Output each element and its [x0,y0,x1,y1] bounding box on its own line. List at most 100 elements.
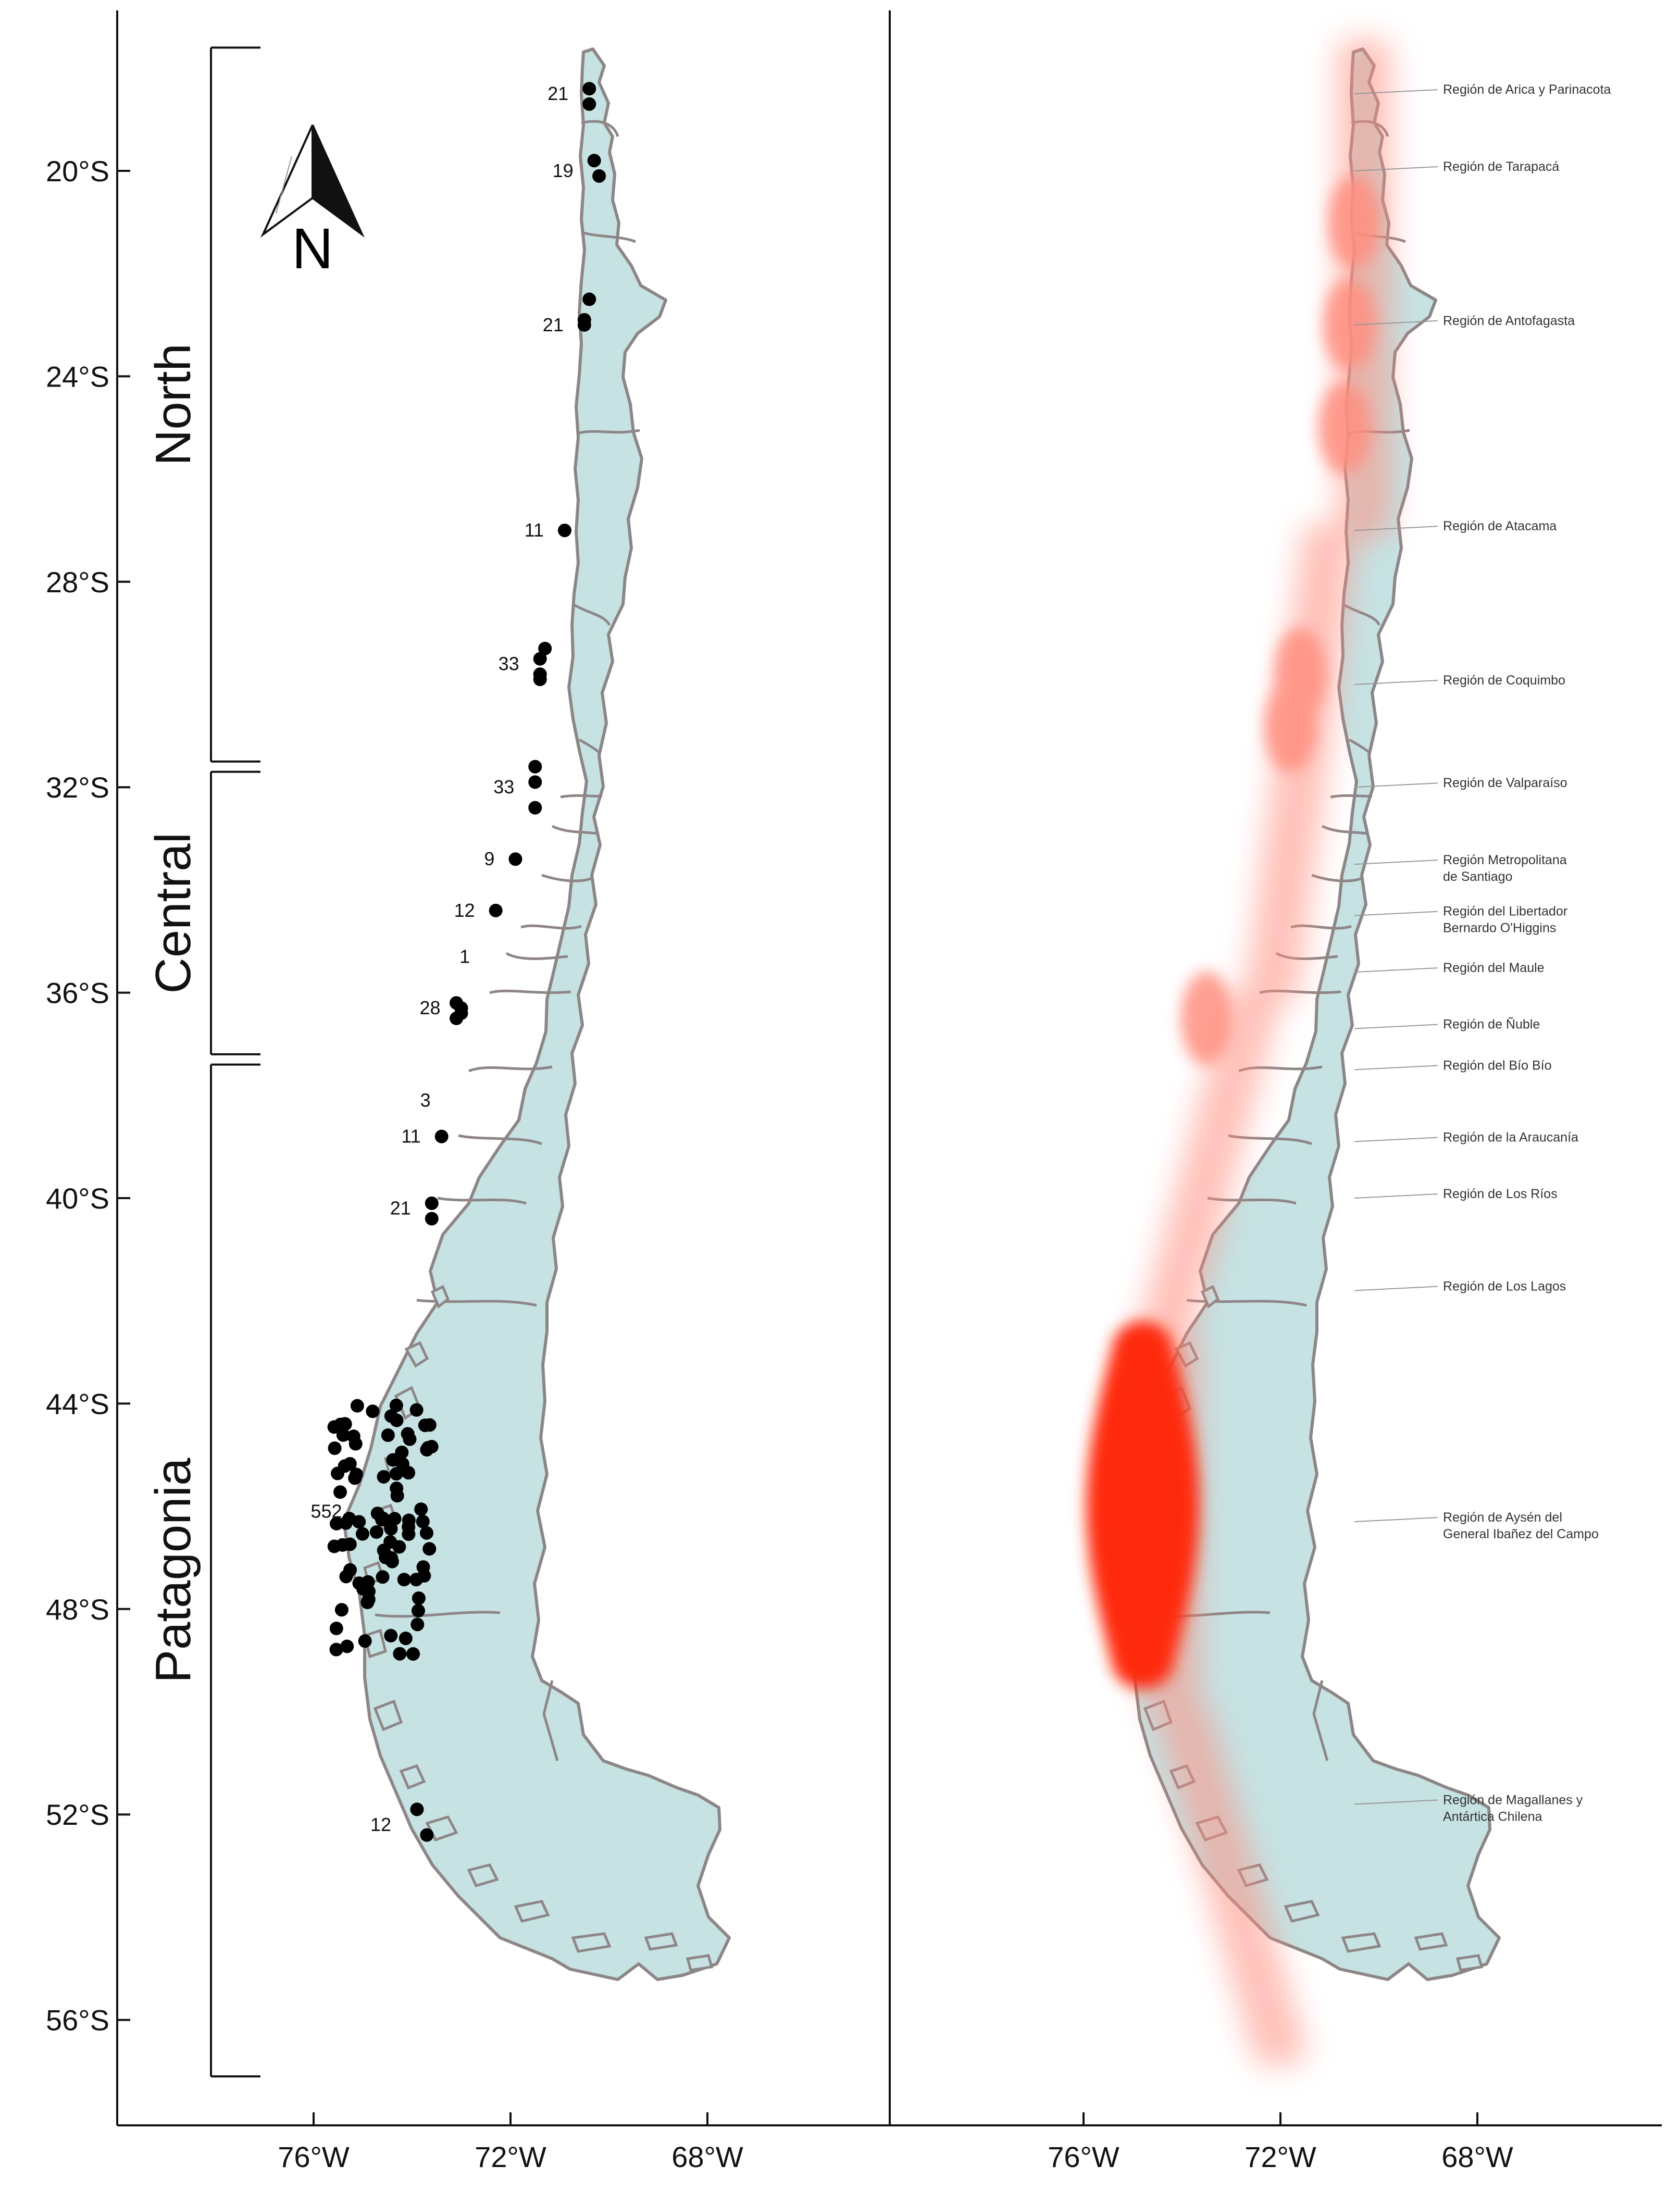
site-dot [409,1573,423,1587]
site-dot [411,1603,425,1617]
sample-site: 1 [459,946,470,967]
site-dot [414,1502,428,1516]
site-dot [343,1456,357,1471]
site-dot [425,1196,439,1210]
lon-tick-label: 72°W [1245,2140,1316,2173]
site-count-label: 33 [499,653,519,675]
site-dot [377,1470,391,1484]
longitude-axis: 76°W 72°W 68°W 76°W 72°W 68°W [278,2112,1513,2173]
lat-tick-label: 52°S [46,1798,109,1831]
site-dot [384,1628,398,1642]
site-dot [376,1570,390,1584]
site-dot [410,1802,424,1816]
site-dot [395,1457,409,1471]
density-blob [1328,175,1380,269]
region-label: Región de Tarapacá [1354,159,1559,174]
site-dot [582,292,596,306]
site-dot [434,1129,449,1143]
sample-site: 12 [370,1802,434,1842]
site-dot [406,1647,420,1661]
sample-site: 12 [454,900,503,921]
region-name: Región de la Araucanía [1443,1130,1578,1145]
site-count-label: 11 [525,519,544,541]
density-blob [1318,381,1371,475]
sample-site: 21 [390,1196,439,1226]
site-dot [409,1403,424,1417]
site-dot [418,1418,432,1433]
site-count-label: 33 [493,776,514,798]
sample-site: 552 [310,1398,439,1661]
left-map [344,49,729,1980]
site-dot [592,169,606,183]
sample-site: 3 [420,1090,431,1111]
sample-site: 11 [401,1126,449,1147]
region-label: Región de Los Ríos [1354,1187,1558,1201]
site-dot [383,1535,397,1549]
region-name: Región de Magallanes y [1443,1792,1583,1807]
region-label: Región de Magallanes y Antártica Chilena [1354,1792,1583,1824]
site-dot [528,775,542,789]
region-label: Región de la Araucanía [1354,1130,1578,1145]
north-arrow-label: N [292,217,333,281]
axes-frame [116,10,1662,2126]
region-label: Región de Atacama [1354,519,1557,533]
site-count-label: 3 [420,1090,431,1111]
latitude-axis: 20°S 24°S 28°S 32°S 36°S 40°S 44°S 48°S 52°S 56°S [46,155,130,2037]
sample-site: 21 [547,82,596,111]
site-dot [528,801,542,815]
zone-bracket: North Central Patagonia [145,46,260,2078]
lat-tick-label: 40°S [46,1182,109,1215]
sample-site: 19 [553,154,606,183]
site-dot [587,154,601,168]
sample-site: 33 [499,641,552,687]
region-label: Región de Los Lagos [1354,1279,1566,1293]
zone-label: Patagonia [145,1458,201,1683]
region-name: Región de Aysén del [1443,1510,1562,1525]
site-count-label: 21 [543,314,564,335]
sample-site: 9 [484,848,522,869]
site-dot [393,1647,407,1661]
lat-tick-label: 56°S [46,2004,109,2037]
region-name: Región de Atacama [1443,519,1557,533]
region-name-line2: General Ibañez del Campo [1443,1527,1599,1541]
site-count-label: 12 [370,1814,391,1835]
site-dot [352,1515,366,1529]
density-blob [1249,2024,1307,2066]
site-dot [366,1404,380,1418]
region-label: Región del Libertador Bernardo O'Higgins [1354,904,1567,936]
lon-tick-label: 72°W [475,2140,546,2173]
region-label: Región de Aysén del General Ibañez del Ca… [1354,1510,1599,1541]
region-name: Región de Coquimbo [1443,673,1565,688]
lat-tick-label: 44°S [46,1387,109,1420]
site-dot [343,1563,357,1577]
site-dot [399,1632,413,1646]
north-arrow-icon: N [260,125,365,281]
site-count-label: 1 [459,946,470,967]
region-name: Región de Antofagasta [1443,314,1575,328]
site-count-label: 21 [547,83,568,104]
site-dot [330,1516,344,1530]
site-dot [350,1399,364,1413]
site-dot [379,1550,393,1564]
site-dot [533,652,547,666]
site-dot [450,1011,464,1025]
region-name: Región Metropolitana [1443,853,1567,867]
lon-tick-label: 76°W [278,2140,350,2173]
density-blob [1264,678,1316,773]
site-dot [389,1398,403,1412]
site-dot [425,1212,439,1226]
site-dot [328,1441,342,1455]
lon-tick-label: 68°W [671,2140,743,2173]
region-name: Región del Maule [1443,961,1545,975]
site-dot [358,1634,372,1648]
site-dot [355,1527,369,1541]
site-dot [533,673,547,687]
region-labels: Región de Arica y Parinacota Región de Ta… [1354,82,1611,1824]
site-dot [402,1520,416,1534]
sample-site: 21 [543,292,596,335]
sample-site: 33 [493,760,542,815]
region-label: Región de Antofagasta [1354,314,1575,328]
site-dot [528,760,542,774]
